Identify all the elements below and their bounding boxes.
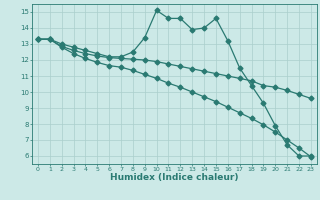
X-axis label: Humidex (Indice chaleur): Humidex (Indice chaleur) (110, 173, 239, 182)
